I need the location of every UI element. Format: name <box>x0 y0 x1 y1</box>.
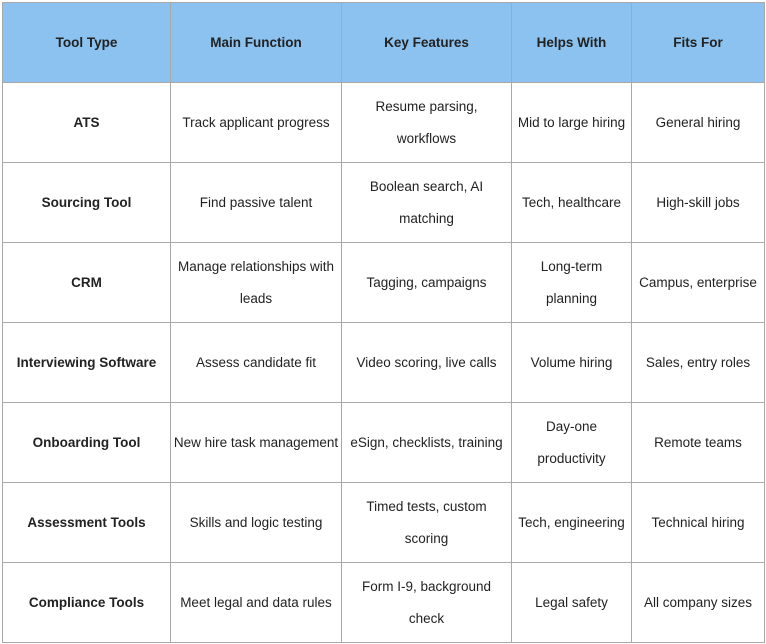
table-cell: Find passive talent <box>170 162 342 243</box>
table-cell: Sourcing Tool <box>2 162 171 243</box>
table-cell: Form I-9, background check <box>341 562 512 643</box>
table-cell: New hire task management <box>170 402 342 483</box>
table-row: Onboarding Tool New hire task management e… <box>2 402 765 483</box>
table-cell: Legal safety <box>511 562 632 643</box>
table-row: ATS Track applicant progress Resume parsin… <box>2 82 765 163</box>
table-cell: Sales, entry roles <box>631 322 765 403</box>
table-cell: CRM <box>2 242 171 323</box>
table-row: Compliance Tools Meet legal and data rule… <box>2 562 765 643</box>
header-row: Tool Type Main Function Key Features Helps … <box>2 2 765 83</box>
table-row: CRM Manage relationships with leads Taggin… <box>2 242 765 323</box>
table-cell: Compliance Tools <box>2 562 171 643</box>
table-cell: Track applicant progress <box>170 82 342 163</box>
table-cell: ATS <box>2 82 171 163</box>
table-cell: Campus, enterprise <box>631 242 765 323</box>
table-cell: Tagging, campaigns <box>341 242 512 323</box>
table-cell: Technical hiring <box>631 482 765 563</box>
header-cell: Fits For <box>631 2 765 83</box>
table-cell: Onboarding Tool <box>2 402 171 483</box>
table-cell: Boolean search, AI matching <box>341 162 512 243</box>
table-row: Assessment Tools Skills and logic testing… <box>2 482 765 563</box>
header-cell: Tool Type <box>2 2 171 83</box>
table-cell: Mid to large hiring <box>511 82 632 163</box>
header-cell: Main Function <box>170 2 342 83</box>
table-cell: Volume hiring <box>511 322 632 403</box>
header-cell: Key Features <box>341 2 512 83</box>
table-cell: Remote teams <box>631 402 765 483</box>
table-cell: Assessment Tools <box>2 482 171 563</box>
table-cell: General hiring <box>631 82 765 163</box>
table-cell: Long-term planning <box>511 242 632 323</box>
table-body: ATS Track applicant progress Resume parsin… <box>2 82 765 643</box>
table-cell: Day-one productivity <box>511 402 632 483</box>
header-cell: Helps With <box>511 2 632 83</box>
table-cell: Meet legal and data rules <box>170 562 342 643</box>
table-cell: Assess candidate fit <box>170 322 342 403</box>
table-row: Interviewing Software Assess candidate fi… <box>2 322 765 403</box>
table-cell: Tech, healthcare <box>511 162 632 243</box>
table-cell: Interviewing Software <box>2 322 171 403</box>
table-cell: Timed tests, custom scoring <box>341 482 512 563</box>
table-cell: eSign, checklists, training <box>341 402 512 483</box>
table-cell: High-skill jobs <box>631 162 765 243</box>
table-cell: All company sizes <box>631 562 765 643</box>
table-cell: Skills and logic testing <box>170 482 342 563</box>
table-cell: Resume parsing, workflows <box>341 82 512 163</box>
table-cell: Manage relationships with leads <box>170 242 342 323</box>
table-cell: Video scoring, live calls <box>341 322 512 403</box>
table-cell: Tech, engineering <box>511 482 632 563</box>
table-row: Sourcing Tool Find passive talent Boolean … <box>2 162 765 243</box>
